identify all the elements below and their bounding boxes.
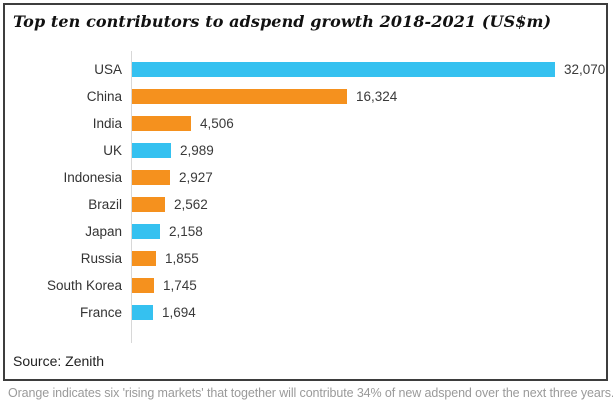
bar-row: India 4,506 bbox=[5, 110, 606, 137]
category-label: Indonesia bbox=[63, 170, 122, 185]
category-label: France bbox=[79, 305, 122, 320]
category-label: India bbox=[92, 116, 122, 131]
bar bbox=[131, 278, 154, 293]
category-label: China bbox=[86, 89, 122, 104]
category-label: UK bbox=[103, 143, 122, 158]
bar-row: Japan 2,158 bbox=[5, 218, 606, 245]
bar-row: Brazil 2,562 bbox=[5, 191, 606, 218]
plot-area: USA 32,070 China 16,324 India 4,506 UK 2,989 Ind… bbox=[5, 51, 606, 343]
bar-track: 32,070 bbox=[131, 56, 606, 83]
bar bbox=[131, 197, 165, 212]
bar-row: South Korea 1,745 bbox=[5, 272, 606, 299]
source-note: Source: Zenith bbox=[13, 353, 105, 369]
value-label: 1,855 bbox=[165, 251, 199, 266]
bar bbox=[131, 143, 171, 158]
bar-track: 1,694 bbox=[131, 299, 606, 326]
bar-row: UK 2,989 bbox=[5, 137, 606, 164]
category-label: Russia bbox=[80, 251, 122, 266]
bar-row: Russia 1,855 bbox=[5, 245, 606, 272]
bar-row: China 16,324 bbox=[5, 83, 606, 110]
bar bbox=[131, 116, 191, 131]
category-label: South Korea bbox=[46, 278, 122, 293]
bar-track: 2,989 bbox=[131, 137, 606, 164]
bar-rows: USA 32,070 China 16,324 India 4,506 UK 2,989 Ind… bbox=[5, 56, 606, 326]
category-label: Japan bbox=[85, 224, 122, 239]
bar-track: 4,506 bbox=[131, 110, 606, 137]
value-label: 2,927 bbox=[179, 170, 213, 185]
bar-track: 2,562 bbox=[131, 191, 606, 218]
value-label: 2,989 bbox=[180, 143, 214, 158]
bar-row: USA 32,070 bbox=[5, 56, 606, 83]
footnote-caption: Orange indicates six 'rising markets' th… bbox=[8, 386, 613, 400]
bar bbox=[131, 224, 160, 239]
category-label: USA bbox=[94, 62, 122, 77]
value-label: 32,070 bbox=[564, 62, 606, 77]
bar-track: 1,745 bbox=[131, 272, 606, 299]
value-label: 16,324 bbox=[356, 89, 398, 104]
bar-row: France 1,694 bbox=[5, 299, 606, 326]
value-label: 2,562 bbox=[174, 197, 208, 212]
bar bbox=[131, 305, 153, 320]
y-axis-line bbox=[131, 51, 132, 343]
bar-track: 16,324 bbox=[131, 83, 606, 110]
chart-title: Top ten contributors to adspend growth 2… bbox=[13, 12, 552, 31]
bar bbox=[131, 170, 170, 185]
bar bbox=[131, 89, 347, 104]
category-label: Brazil bbox=[88, 197, 122, 212]
bar bbox=[131, 62, 555, 77]
bar-track: 2,927 bbox=[131, 164, 606, 191]
chart-panel: Top ten contributors to adspend growth 2… bbox=[3, 3, 608, 381]
bar bbox=[131, 251, 156, 266]
value-label: 1,694 bbox=[162, 305, 196, 320]
bar-row: Indonesia 2,927 bbox=[5, 164, 606, 191]
value-label: 4,506 bbox=[200, 116, 234, 131]
value-label: 1,745 bbox=[163, 278, 197, 293]
bar-track: 2,158 bbox=[131, 218, 606, 245]
value-label: 2,158 bbox=[169, 224, 203, 239]
bar-track: 1,855 bbox=[131, 245, 606, 272]
